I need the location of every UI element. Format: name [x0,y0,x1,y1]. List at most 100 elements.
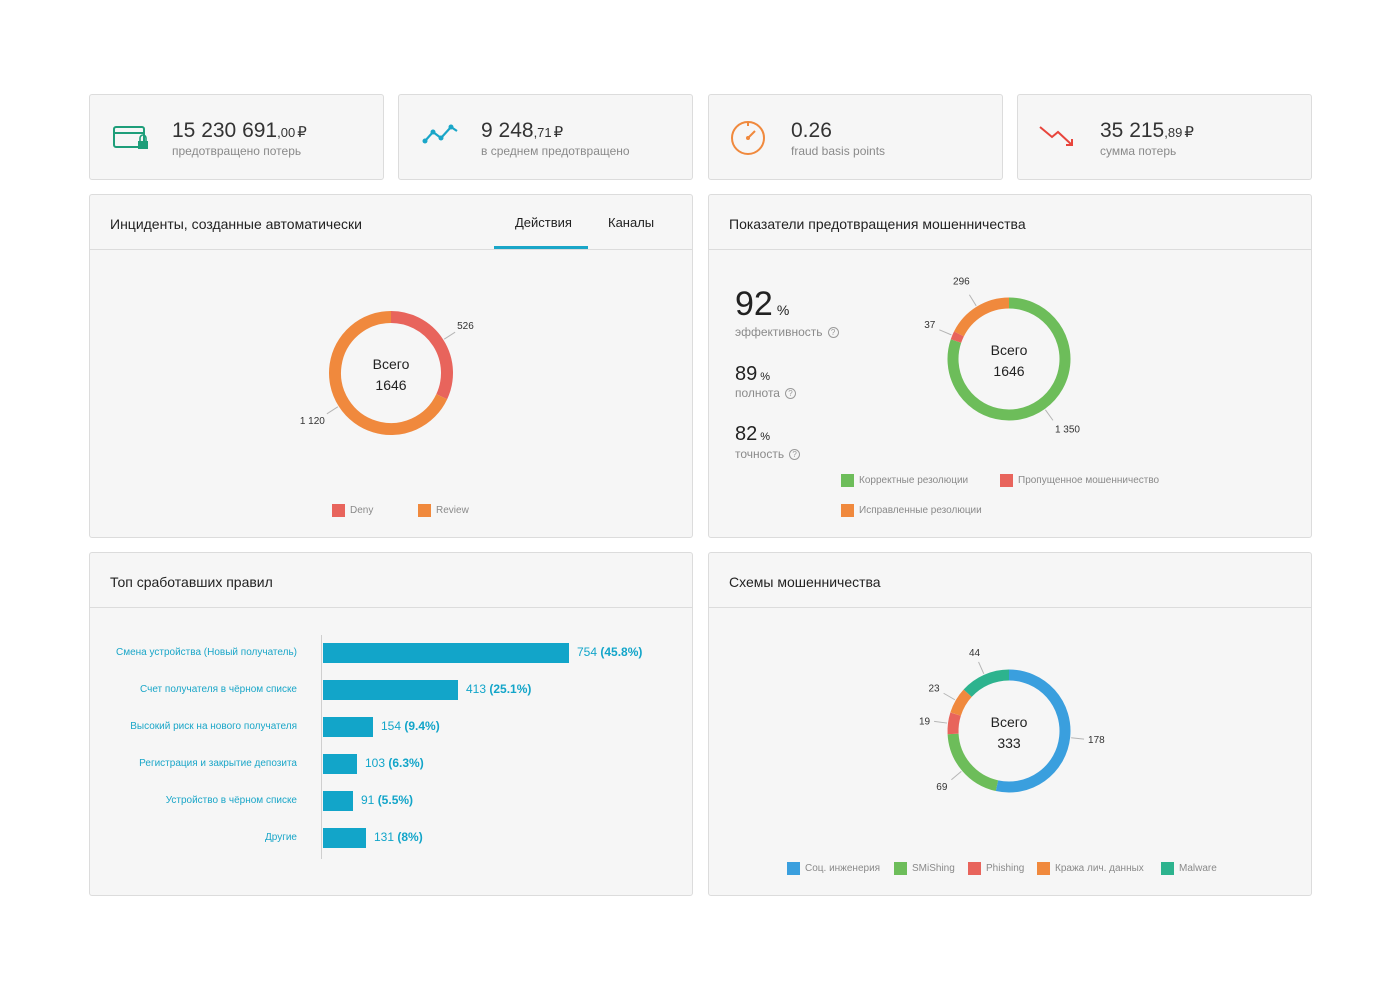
donut-value-label: 526 [457,321,474,332]
rule-value-label: 103 (6.3%) [365,756,424,770]
donut-total-value: 1646 [375,377,406,393]
rule-bar[interactable] [323,754,357,774]
top-rules-panel: Топ сработавших правил Смена устройства … [89,552,693,896]
kpi-value: 0.26 [791,119,832,142]
rule-bar[interactable] [323,717,373,737]
donut-label-leader [326,406,339,415]
donut-label-leader [968,294,977,307]
trend-line-icon [422,124,458,144]
donut-label-leader [939,329,952,336]
donut-value-label: 37 [924,320,936,331]
donut-total-value: 333 [997,735,1021,751]
donut-value-label: 178 [1088,735,1105,746]
panel-header: Показатели предотвращения мошенничества [709,195,1311,250]
schemes-donut-chart: 178 69 19 23 44 Всего 333 [919,648,1105,793]
legend-item-identity-theft: Кража лич. данных [1037,862,1144,875]
donut-total-caption: Всего [991,714,1028,730]
prevention-donut-chart: 1 350 37 296 Всего 1646 [924,277,1080,436]
legend-swatch [841,474,854,487]
rule-bar[interactable] [323,828,366,848]
precision-label: точность? [735,447,801,461]
legend-item-review: Review [418,504,469,517]
legend-item-fixed: Исправленные резолюции [841,504,982,517]
donut-segment-0 [390,311,453,400]
legend-item-phishing: Phishing [968,862,1024,875]
donut-label-leader [978,661,985,675]
prevention-panel: Показатели предотвращения мошенничества … [708,194,1312,538]
precision-value: 82% [735,423,771,445]
completeness-value: 89% [735,363,771,385]
gauge-icon [731,121,765,155]
efficiency-value: 92% [735,285,790,323]
kpi-value: 9 248,71 ₽ [481,119,564,142]
panel-header: Топ сработавших правил [90,553,692,608]
rule-label[interactable]: Устройство в чёрном списке [165,795,297,806]
donut-total-caption: Всего [373,356,410,372]
rule-label[interactable]: Регистрация и закрытие депозита [139,758,297,769]
donut-segment-0 [947,297,1071,421]
kpi-label: в среднем предотвращено [481,144,630,158]
legend-swatch [1000,474,1013,487]
legend-item-malware: Malware [1161,862,1217,875]
rule-label[interactable]: Высокий риск на нового получателя [130,721,297,732]
rule-value-label: 754 (45.8%) [577,645,643,659]
kpi-value: 35 215,89 ₽ [1100,119,1194,142]
donut-segment-1 [329,311,448,435]
donut-label-leader [1044,409,1054,421]
legend-item-missed: Пропущенное мошенничество [1000,474,1159,487]
trend-down-icon [1039,126,1073,146]
schemes-panel: Схемы мошенничества 178 69 19 23 44 Всего 333 … [708,552,1312,896]
incidents-donut-chart: 526 1 120 Всего 1646 [300,311,474,435]
panel-title: Показатели предотвращения мошенничества [729,216,1026,232]
rule-bar[interactable] [323,791,353,811]
bar-axis-line [321,635,322,859]
panel-header: Схемы мошенничества [709,553,1311,608]
donut-value-label: 1 350 [1055,424,1080,435]
donut-segment-2 [954,297,1010,337]
legend-swatch [894,862,907,875]
legend-swatch [1161,862,1174,875]
wallet-lock-icon [113,126,148,149]
help-icon[interactable]: ? [789,448,801,460]
donut-label-leader [443,331,456,340]
donut-label-leader [943,692,956,701]
tab-channels[interactable]: Каналы [608,215,655,230]
donut-segment-0 [995,669,1071,793]
kpi-value: 15 230 691,00 ₽ [172,119,307,142]
rule-label[interactable]: Счет получателя в чёрном списке [140,684,297,695]
donut-segment-1 [947,733,999,792]
help-icon[interactable]: ? [784,387,796,399]
tab-actions[interactable]: Действия [515,215,572,230]
kpi-card-prevented-losses: 15 230 691,00 ₽ предотвращено потерь [89,94,384,180]
donut-segment-2 [947,712,961,735]
donut-value-label: 23 [928,683,940,694]
incidents-panel: Инциденты, созданные автоматически Дейст… [89,194,693,538]
kpi-card-losses-sum: 35 215,89 ₽ сумма потерь [1017,94,1312,180]
panel-title: Топ сработавших правил [110,574,273,590]
legend-item-social: Соц. инженерия [787,862,880,875]
panel-header: Инциденты, созданные автоматически Дейст… [90,195,692,250]
donut-segment-3 [950,689,972,717]
donut-label-leader [951,771,962,781]
legend-item-deny: Deny [332,504,373,517]
kpi-card-average-prevented: 9 248,71 ₽ в среднем предотвращено [398,94,693,180]
kpi-label: предотвращено потерь [172,144,302,158]
rule-bar[interactable] [323,643,569,663]
legend-swatch [787,862,800,875]
donut-value-label: 19 [919,716,931,727]
donut-total-value: 1646 [993,363,1024,379]
legend-swatch [968,862,981,875]
active-tab-indicator [494,246,588,249]
kpi-card-fraud-basis-points: 0.26 fraud basis points [708,94,1003,180]
donut-value-label: 296 [953,277,970,288]
efficiency-label: эффективность? [735,325,839,339]
donut-segment-1 [950,331,964,343]
help-icon[interactable]: ? [827,326,839,338]
legend-swatch [332,504,345,517]
kpi-label: fraud basis points [791,144,886,158]
donut-segment-4 [963,669,1010,698]
rule-label[interactable]: Смена устройства (Новый получатель) [115,647,297,658]
rule-bar[interactable] [323,680,458,700]
legend-swatch [841,504,854,517]
rule-label[interactable]: Другие [264,832,297,843]
